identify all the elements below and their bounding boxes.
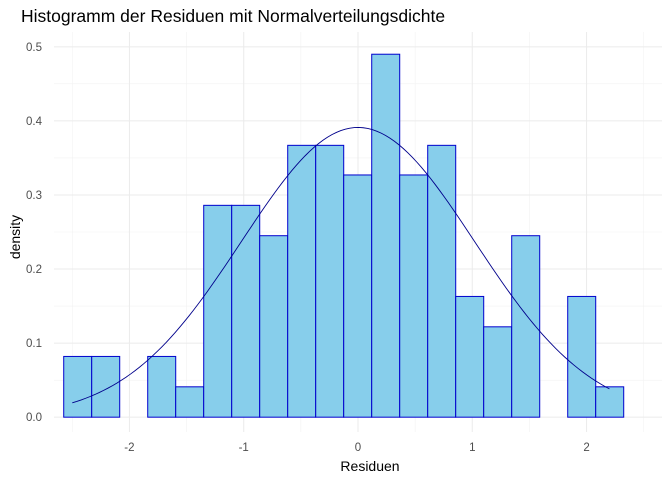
y-tick-label: 0.0 bbox=[26, 412, 42, 424]
histogram-bar-12 bbox=[371, 53, 401, 418]
x-tick-label: -2 bbox=[124, 442, 134, 454]
x-tick-label: 2 bbox=[583, 442, 589, 454]
x-axis-title: Residuen bbox=[340, 458, 399, 474]
x-tick-label: -1 bbox=[239, 442, 249, 454]
histogram-bar-20 bbox=[595, 386, 625, 418]
y-tick-label: 0.2 bbox=[26, 264, 42, 276]
histogram-bar-1 bbox=[63, 355, 93, 418]
histogram-bar-2 bbox=[91, 355, 121, 418]
histogram-bar-10 bbox=[315, 144, 345, 418]
histogram-bar-8 bbox=[259, 235, 289, 418]
histogram-bar-15 bbox=[455, 295, 485, 418]
y-tick-label: 0.1 bbox=[26, 338, 42, 350]
histogram-bar-19 bbox=[567, 295, 597, 418]
x-tick-label: 0 bbox=[355, 442, 361, 454]
histogram-bar-16 bbox=[483, 326, 513, 418]
y-tick-label: 0.5 bbox=[26, 42, 42, 54]
histogram-bars bbox=[63, 53, 625, 418]
histogram-bar-5 bbox=[175, 386, 205, 418]
histogram-bar-17 bbox=[511, 235, 541, 418]
histogram-bar-9 bbox=[287, 144, 317, 418]
histogram-bar-6 bbox=[203, 204, 233, 418]
histogram-bar-7 bbox=[231, 204, 261, 418]
x-axis-ticks: -2 -1 0 1 2 bbox=[124, 442, 589, 454]
histogram-bar-14 bbox=[427, 144, 457, 418]
histogram-bar-13 bbox=[399, 174, 429, 418]
y-tick-label: 0.3 bbox=[26, 190, 42, 202]
y-axis-title: density bbox=[7, 215, 23, 259]
histogram-bar-11 bbox=[343, 174, 373, 418]
histogram-bar-4 bbox=[147, 355, 177, 418]
density-curve bbox=[72, 127, 610, 404]
y-tick-label: 0.4 bbox=[26, 116, 43, 128]
y-axis-ticks: 0.0 0.1 0.2 0.3 0.4 0.5 bbox=[26, 42, 43, 424]
chart-title: Histogramm der Residuen mit Normalvertei… bbox=[21, 6, 445, 26]
panel bbox=[54, 32, 662, 432]
x-tick-label: 1 bbox=[469, 442, 475, 454]
